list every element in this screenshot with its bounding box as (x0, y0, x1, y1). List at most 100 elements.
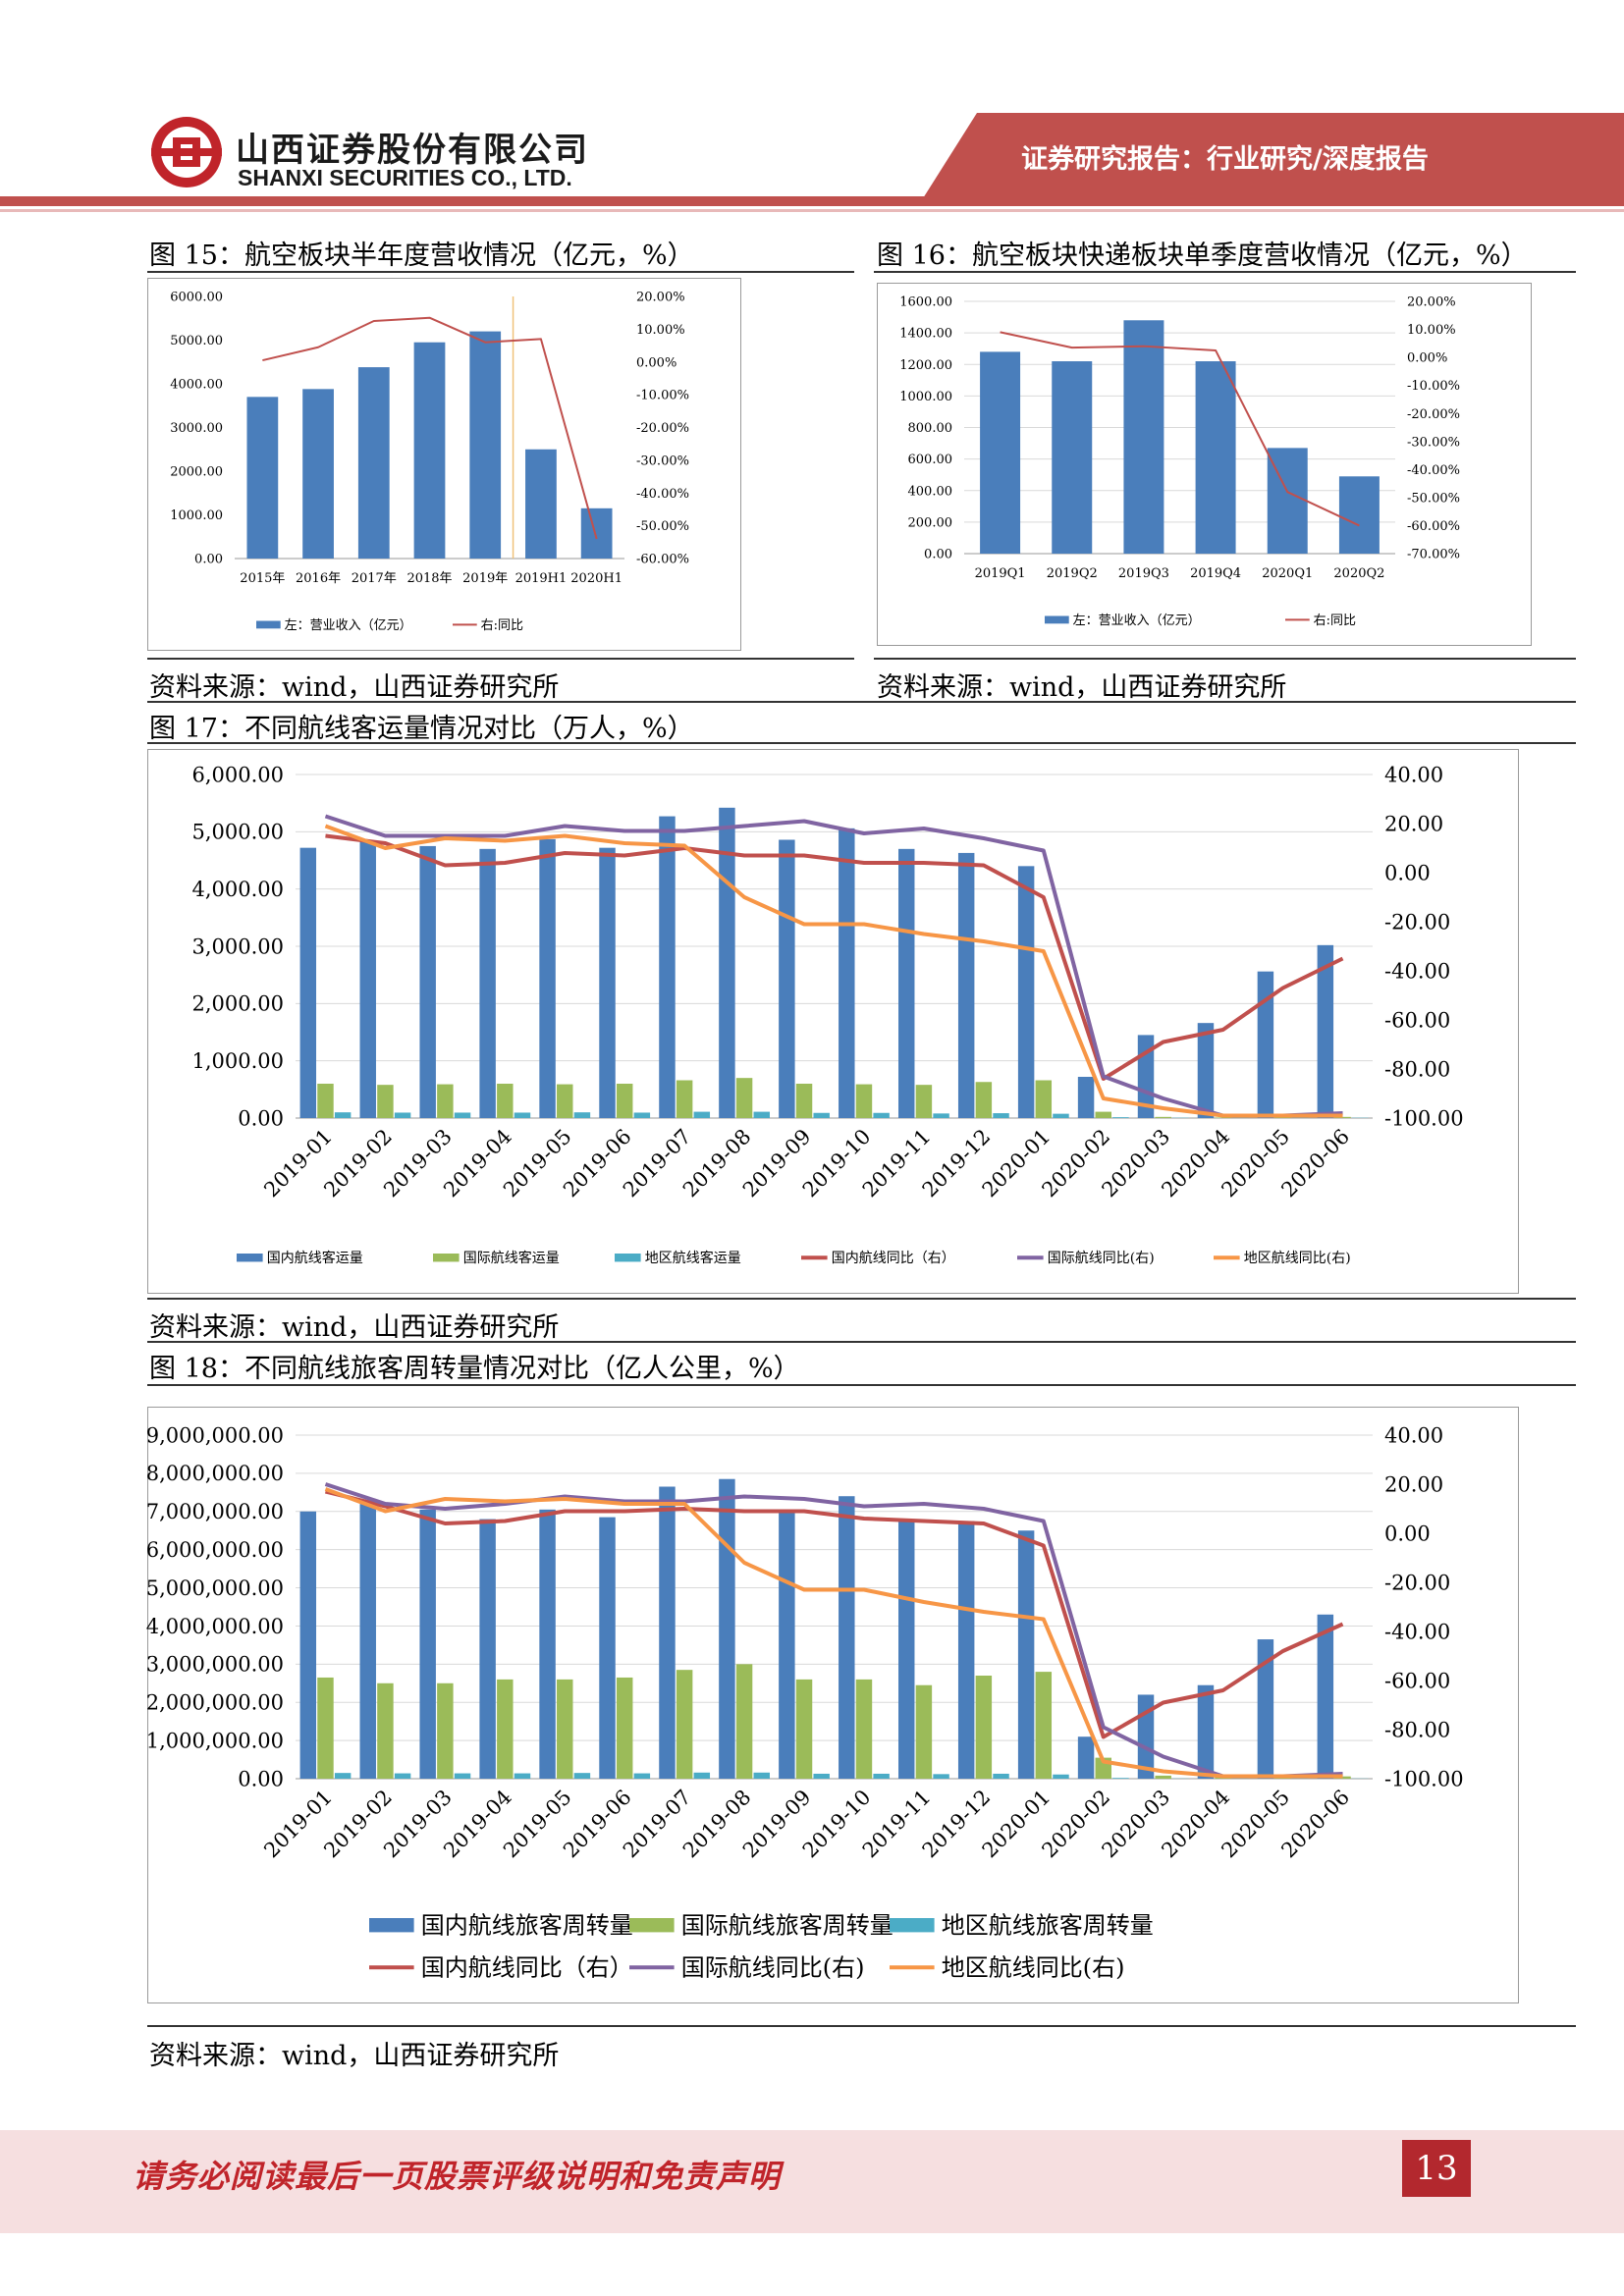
fig17-bar (497, 1084, 514, 1118)
fig15-category-label: 2015年 (240, 571, 285, 586)
fig18-bar (394, 1773, 411, 1779)
header-rule (0, 196, 1624, 206)
fig15-bar (302, 389, 334, 559)
page-footer (0, 2130, 1624, 2233)
fig17-right-tick-label: -80.00 (1384, 1057, 1450, 1081)
fig15-bar (580, 507, 613, 559)
fig18-bar (557, 1679, 573, 1779)
fig18-bar (693, 1772, 711, 1779)
fig17-bar (454, 1112, 471, 1118)
fig17-legend-swatch (433, 1254, 460, 1262)
fig16-bar (1052, 361, 1093, 554)
fig15-right-tick-label: 0.00% (636, 355, 677, 370)
fig17-bar (957, 852, 975, 1118)
fig17-left-tick-label: 6,000.00 (191, 763, 284, 786)
fig18-legend-label: 国际航线同比(右) (681, 1954, 865, 1982)
fig17-bar (359, 840, 376, 1118)
fig18-left-tick-label: 2,000,000.00 (146, 1691, 284, 1715)
fig18-source-rule (147, 2025, 1576, 2027)
fig17-right-tick-label: -60.00 (1384, 1008, 1450, 1032)
fig18-legend-swatch (890, 1918, 935, 1933)
fig15-left-tick-label: 5000.00 (170, 334, 223, 348)
fig16-legend-label: 右:同比 (1314, 614, 1356, 628)
fig17-caption-rule (147, 742, 1576, 744)
fig18-bar (779, 1509, 795, 1779)
fig18-bar (1017, 1530, 1035, 1779)
fig18-left-tick-label: 4,000,000.00 (146, 1615, 284, 1638)
fig15-bar (525, 449, 557, 559)
fig15-series-line (262, 316, 598, 540)
fig17-bar (539, 838, 556, 1118)
fig18-left-tick-label: 6,000,000.00 (146, 1538, 284, 1562)
fig16-right-tick-label: -10.00% (1407, 379, 1460, 394)
fig16-left-tick-label: 200.00 (908, 515, 953, 530)
fig18-bar (437, 1682, 454, 1779)
fig18-bar (873, 1773, 890, 1779)
fig15-bar (246, 397, 279, 559)
fig17-right-tick-label: 40.00 (1384, 763, 1443, 786)
fig17-bar (633, 1112, 651, 1118)
fig17-right-tick-label: 20.00 (1384, 812, 1443, 835)
fig18-bar (676, 1670, 693, 1779)
fig18-series-line (324, 1482, 1343, 1779)
fig17-bar (839, 828, 855, 1118)
fig18-caption-rule (147, 1384, 1576, 1386)
fig17-source-rule (147, 1298, 1576, 1300)
fig18-left-tick-label: 1,000,000.00 (146, 1729, 284, 1752)
fig16-right-tick-label: -40.00% (1407, 463, 1460, 478)
fig18-right-tick-label: -60.00 (1384, 1669, 1450, 1692)
fig18-bar (1112, 1778, 1129, 1779)
fig17-bar (1017, 866, 1035, 1118)
fig18-bar (334, 1773, 352, 1779)
fig18-bar (855, 1679, 873, 1779)
fig17-bar (735, 1078, 753, 1118)
fig17-bar (616, 1084, 633, 1118)
fig17-legend-label: 国内航线同比（右） (832, 1251, 955, 1266)
fig16-left-tick-label: 0.00 (924, 548, 952, 562)
fig15-category-label: 2017年 (352, 571, 397, 586)
fig18-bar (1197, 1684, 1215, 1779)
fig17-bar (1317, 944, 1334, 1118)
fig16-right-tick-label: 20.00% (1407, 295, 1456, 310)
fig18-left-tick-label: 9,000,000.00 (146, 1423, 284, 1447)
company-logo-icon (151, 117, 222, 187)
fig16-legend-label: 左：营业收入（亿元） (1073, 614, 1201, 628)
page-number: 13 (1402, 2140, 1471, 2197)
fig16-left-tick-label: 1200.00 (899, 358, 952, 373)
fig17-bar (898, 848, 915, 1118)
fig18-right-tick-label: 40.00 (1384, 1423, 1443, 1447)
fig16-caption-rule (874, 271, 1576, 273)
fig16-category-label: 2019Q4 (1190, 566, 1241, 581)
fig15-category-label: 2019H1 (515, 571, 568, 586)
fig15-category-label: 2020H1 (570, 571, 623, 586)
fig17-bar (855, 1084, 873, 1118)
fig18-legend-label: 地区航线同比(右) (942, 1954, 1125, 1982)
footer-disclaimer: 请务必阅读最后一页股票评级说明和免责声明 (133, 2158, 782, 2195)
fig16-chart: 0.00 200.00 400.00 600.00 800.00 1000.00 1200.… (877, 283, 1532, 646)
fig16-right-tick-label: -50.00% (1407, 491, 1460, 506)
fig15-caption-rule (147, 271, 854, 273)
fig18-bar (957, 1521, 975, 1779)
fig18-right-tick-label: -20.00 (1384, 1571, 1450, 1594)
fig16-left-tick-label: 1600.00 (899, 295, 952, 310)
fig18-bar (317, 1677, 334, 1779)
fig16-right-tick-label: 0.00% (1407, 351, 1447, 366)
fig17-bar (394, 1112, 411, 1118)
fig18-bar (1053, 1774, 1069, 1779)
fig16-right-tick-label: 10.00% (1407, 323, 1456, 338)
fig18-caption: 图 18：不同航线旅客周转量情况对比（亿人公里，%） (149, 1354, 800, 1384)
fig18-legend-label: 国际航线旅客周转量 (681, 1912, 893, 1940)
header-rule-thin (0, 209, 1624, 212)
fig16-category-label: 2019Q2 (1047, 566, 1098, 581)
company-name-en: SHANXI SECURITIES CO., LTD. (238, 165, 572, 190)
fig15-left-tick-label: 0.00 (194, 553, 223, 567)
fig16-bar (1195, 361, 1236, 554)
fig16-svg: 0.00 200.00 400.00 600.00 800.00 1000.00 1200.… (899, 295, 1460, 628)
fig18-bar (573, 1773, 591, 1779)
fig17-series-line (324, 824, 1343, 1118)
fig17-bar (813, 1112, 830, 1118)
fig17-right-tick-label: 0.00 (1384, 861, 1431, 884)
fig17-bar (1035, 1080, 1053, 1118)
fig17-legend-label: 国际航线客运量 (463, 1250, 560, 1266)
fig17-left-tick-label: 3,000.00 (191, 934, 284, 958)
